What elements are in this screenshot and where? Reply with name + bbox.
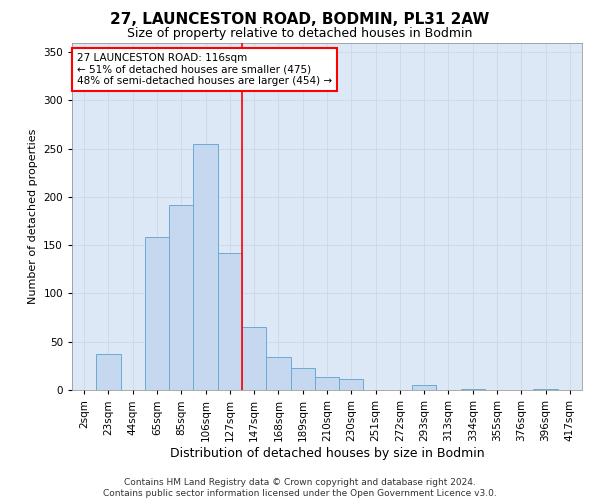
Bar — [412, 385, 436, 390]
Y-axis label: Number of detached properties: Number of detached properties — [28, 128, 38, 304]
Bar — [218, 253, 242, 390]
Text: Contains HM Land Registry data © Crown copyright and database right 2024.
Contai: Contains HM Land Registry data © Crown c… — [103, 478, 497, 498]
Bar — [290, 368, 315, 390]
Bar — [193, 144, 218, 390]
X-axis label: Distribution of detached houses by size in Bodmin: Distribution of detached houses by size … — [170, 446, 484, 460]
Bar — [96, 354, 121, 390]
Bar — [242, 328, 266, 390]
Bar — [315, 378, 339, 390]
Bar — [145, 238, 169, 390]
Bar — [266, 357, 290, 390]
Bar — [339, 380, 364, 390]
Bar — [169, 204, 193, 390]
Text: 27, LAUNCESTON ROAD, BODMIN, PL31 2AW: 27, LAUNCESTON ROAD, BODMIN, PL31 2AW — [110, 12, 490, 28]
Bar — [533, 389, 558, 390]
Bar — [461, 389, 485, 390]
Text: Size of property relative to detached houses in Bodmin: Size of property relative to detached ho… — [127, 28, 473, 40]
Text: 27 LAUNCESTON ROAD: 116sqm
← 51% of detached houses are smaller (475)
48% of sem: 27 LAUNCESTON ROAD: 116sqm ← 51% of deta… — [77, 53, 332, 86]
